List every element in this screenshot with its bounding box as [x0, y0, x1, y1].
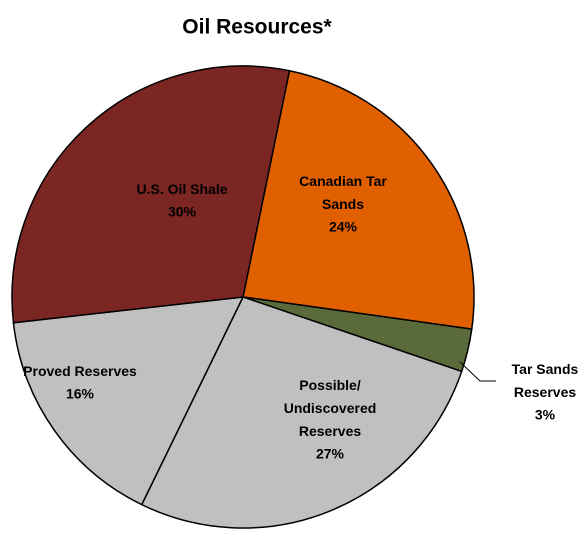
leader-line	[459, 361, 496, 382]
pie-slice	[12, 296, 245, 506]
slice-label: Tar Sands Reserves	[512, 361, 579, 400]
chart-title: Oil Resources*	[182, 16, 332, 39]
slice-label: Canadian Tar Sands	[299, 173, 387, 212]
slice-label: U.S. Oil Shale	[136, 181, 227, 197]
pie-slice	[11, 65, 291, 324]
value-label: 3%	[535, 407, 556, 423]
value-label: 24%	[329, 219, 358, 235]
value-label: 16%	[66, 386, 95, 402]
pie-slice	[140, 296, 463, 529]
slice-label: Possible/Undiscovered Reserves	[284, 377, 377, 439]
value-label: 30%	[168, 204, 197, 220]
pie-slice	[242, 69, 475, 330]
value-label: 27%	[316, 446, 345, 462]
slice-label: Proved Reserves	[23, 363, 137, 379]
